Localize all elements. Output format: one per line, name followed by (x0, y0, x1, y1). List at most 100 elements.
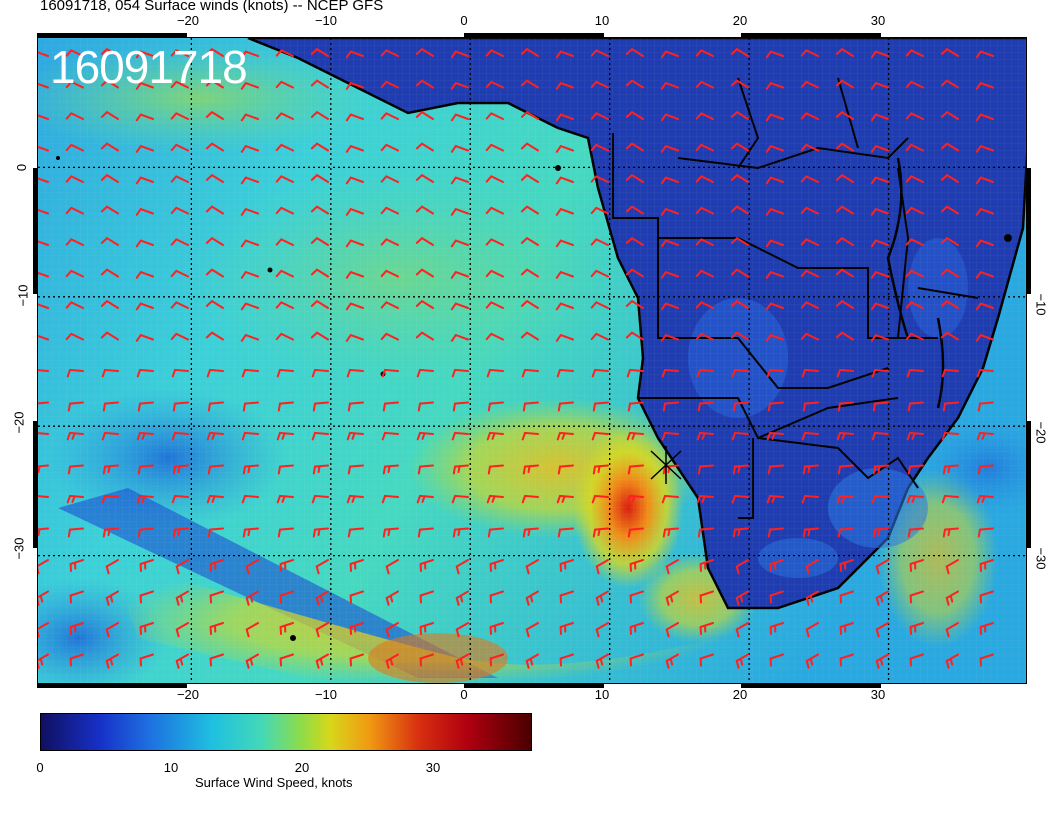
wind-barb (381, 368, 399, 378)
wind-barb (905, 269, 924, 278)
edge-bar-bottom-right (741, 684, 881, 688)
edge-bar-bottom-mid (464, 684, 604, 688)
wind-barb (940, 236, 959, 246)
wind-barb (275, 143, 294, 152)
wind-barb (450, 270, 469, 279)
wind-barb (451, 431, 469, 441)
wind-barb (871, 494, 889, 504)
wind-barb (205, 79, 224, 89)
wind-barb (559, 559, 574, 572)
wind-barb (102, 401, 119, 412)
wind-barb (765, 81, 784, 90)
wind-barb (276, 494, 294, 504)
wind-barb (170, 301, 189, 309)
wind-barb (975, 50, 994, 59)
wind-barb (349, 653, 364, 667)
colorbar-tick: 10 (163, 760, 179, 775)
map-frame[interactable]: 16091718 (37, 37, 1027, 684)
wind-barb (137, 527, 154, 538)
wind-barb (976, 368, 994, 378)
wind-barb (38, 334, 49, 341)
wind-barb (805, 559, 819, 575)
wind-barb (101, 494, 119, 504)
wind-barb (520, 110, 539, 120)
wind-barb (769, 590, 784, 604)
wind-barb (38, 590, 49, 606)
wind-barb (277, 527, 294, 538)
wind-barb (731, 494, 749, 504)
wind-barb (976, 494, 994, 504)
wind-barb (800, 80, 819, 89)
wind-barb (875, 653, 889, 669)
wind-barb (275, 301, 294, 309)
wind-barb (555, 207, 574, 216)
wind-barb (835, 79, 854, 89)
wind-barb (487, 464, 504, 475)
wind-barb (520, 331, 539, 341)
wind-barb (765, 113, 784, 122)
wind-barb (139, 590, 154, 604)
lon-tick-bottom: −10 (314, 687, 338, 702)
wind-barb (380, 49, 399, 57)
wind-barb (836, 368, 854, 378)
wind-barb (415, 331, 434, 341)
wind-barb (136, 431, 154, 441)
wind-barb (872, 527, 889, 538)
wind-barb (559, 590, 574, 604)
wind-barb (240, 333, 259, 342)
wind-barb (839, 622, 854, 635)
wind-barb (276, 368, 294, 378)
wind-barb (801, 494, 819, 504)
wind-barb (139, 559, 154, 572)
wind-barb (242, 527, 259, 538)
wind-barb (522, 464, 539, 475)
lat-tick-right: −30 (1033, 547, 1049, 570)
wind-barb (311, 368, 329, 378)
wind-barb (205, 47, 224, 57)
wind-barb (380, 143, 399, 152)
edge-bar-top-mid (464, 33, 604, 37)
wind-barb (135, 176, 154, 185)
wind-barb (170, 206, 189, 215)
wind-barb (385, 622, 399, 638)
wind-barb (870, 113, 889, 122)
wind-barb (69, 622, 84, 635)
wind-barb (835, 299, 854, 309)
wind-barb (171, 431, 189, 441)
wind-barb (730, 268, 749, 278)
wind-barb (311, 494, 329, 504)
wind-barb (416, 368, 434, 378)
wind-barb (245, 590, 259, 606)
wind-barb (905, 332, 924, 341)
wind-barb (977, 527, 994, 538)
wind-barb (417, 401, 434, 412)
wind-barb (419, 653, 434, 667)
wind-barb (240, 144, 259, 153)
wind-barb (976, 431, 994, 441)
wind-barb (875, 622, 889, 638)
wind-barb (590, 238, 609, 246)
wind-barb (310, 79, 329, 89)
wind-barb (240, 81, 259, 90)
wind-barb (906, 431, 924, 441)
wind-barb (525, 559, 539, 575)
wind-barb (69, 590, 84, 604)
wind-barb (279, 622, 294, 635)
wind-barb (765, 207, 784, 216)
wind-barb (105, 559, 119, 575)
wind-barb (800, 49, 819, 57)
wind-barb (660, 81, 679, 90)
wind-barb (732, 464, 749, 475)
wind-barb (765, 176, 784, 185)
wind-barb (870, 333, 889, 342)
wind-barb (735, 622, 749, 638)
wind-barb (625, 110, 644, 120)
wind-barb (100, 299, 119, 309)
wind-barb (382, 527, 399, 538)
wind-barb (67, 464, 84, 475)
wind-barb (310, 142, 329, 152)
wind-barb (380, 269, 399, 278)
wind-barb (105, 653, 119, 669)
wind-barb (241, 368, 259, 378)
wind-barb (66, 368, 84, 378)
